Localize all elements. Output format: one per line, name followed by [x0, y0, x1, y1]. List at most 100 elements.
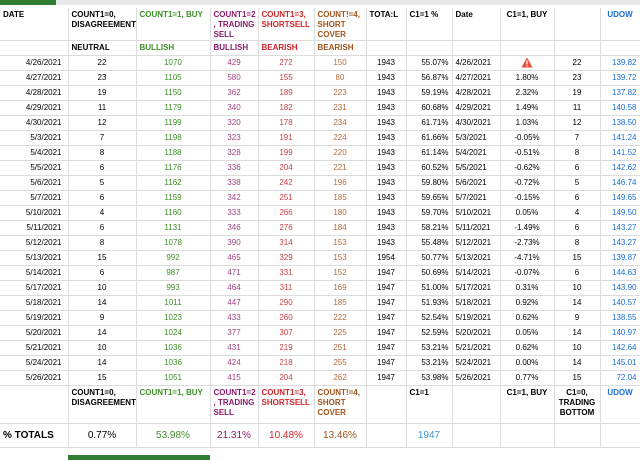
table-row: 4/30/2021 12 1199 320 178 234 1943 61.71% 4/30/2…: [0, 115, 640, 131]
table-row: 5/12/2021 8 1078 390 314 153 1943 55.48% 5/12/20…: [0, 235, 640, 251]
table-row: 5/14/2021 6 987 471 331 152 1947 50.69% 5/14/202…: [0, 265, 640, 281]
footer-blank-2: [366, 385, 407, 424]
cell-udow: 146.74: [600, 175, 640, 191]
cell-date: 5/26/2021: [0, 370, 69, 386]
cell-c1pct: 53.21%: [406, 355, 453, 371]
cell-count3: 331: [258, 265, 315, 281]
cell-c1pct: 56.87%: [406, 70, 453, 86]
cell-date: 5/19/2021: [0, 310, 69, 326]
cell-count4: 255: [314, 355, 367, 371]
subheader-blank-3: [406, 40, 453, 56]
cell-count0-b: 8: [554, 235, 601, 251]
cell-count4: 224: [314, 130, 367, 146]
cell-date: 5/18/2021: [0, 295, 69, 311]
cell-udow: 139.72: [600, 70, 640, 86]
cell-c1pct: 50.69%: [406, 265, 453, 281]
cell-c1pct: 53.98%: [406, 370, 453, 386]
cell-date: 4/26/2021: [0, 55, 69, 71]
cell-count0: 4: [68, 205, 137, 221]
cell-udow: 149.65: [600, 190, 640, 206]
cell-count0-b: 19: [554, 85, 601, 101]
cell-count2: 338: [210, 175, 259, 191]
cell-count4: 234: [314, 115, 367, 131]
cell-c1pct: 55.07%: [406, 55, 453, 71]
cell-udow: 137.82: [600, 85, 640, 101]
cell-count2: 346: [210, 220, 259, 236]
cell-total: 1943: [366, 160, 407, 176]
cell-count3: 314: [258, 235, 315, 251]
cell-c1pct: 52.59%: [406, 325, 453, 341]
cell-c1buy: [500, 55, 555, 71]
cell-c1pct: 59.65%: [406, 190, 453, 206]
cell-total: 1947: [366, 355, 407, 371]
cell-date2: 5/17/2021: [452, 280, 501, 296]
footer-count3: COUNT1=3, SHORTSELL: [258, 385, 315, 424]
footer-count1: COUNT1=1, BUY: [136, 385, 211, 424]
cell-count2: 328: [210, 145, 259, 161]
cell-total: 1943: [366, 85, 407, 101]
table-row: 5/6/2021 5 1162 338 242 196 1943 59.80% 5/6/2021…: [0, 175, 640, 191]
cell-udow: 143.27: [600, 220, 640, 236]
cell-udow: 72.04: [600, 370, 640, 386]
cell-count3: 266: [258, 205, 315, 221]
cell-c1pct: 53.21%: [406, 340, 453, 356]
cell-count3: 199: [258, 145, 315, 161]
totals-count1: 53.98%: [136, 423, 211, 448]
cell-date: 5/11/2021: [0, 220, 69, 236]
cell-count1: 1023: [136, 310, 211, 326]
cell-count1: 1159: [136, 190, 211, 206]
header-blank: [554, 8, 601, 41]
cell-count3: 272: [258, 55, 315, 71]
cell-count1: 1160: [136, 205, 211, 221]
cell-udow: 138.50: [600, 115, 640, 131]
footer-blank-1: [0, 385, 69, 424]
cell-date2: 4/29/2021: [452, 100, 501, 116]
table-row: 5/11/2021 6 1131 346 276 184 1943 58.21% 5/11/20…: [0, 220, 640, 236]
cell-count2: 336: [210, 160, 259, 176]
totals-blank-5: [600, 423, 640, 448]
cell-count1: 992: [136, 250, 211, 266]
cell-count4: 153: [314, 250, 367, 266]
cell-c1buy: 1.03%: [500, 115, 555, 131]
warning-triangle-icon: [521, 57, 533, 68]
cell-c1buy: 1.80%: [500, 70, 555, 86]
cell-total: 1943: [366, 220, 407, 236]
cell-date2: 5/7/2021: [452, 190, 501, 206]
data-table: DATE COUNT1=0, DISAGREEMENT COUNT1=1, BU…: [0, 8, 640, 448]
cell-count0: 10: [68, 340, 137, 356]
cell-date: 5/7/2021: [0, 190, 69, 206]
cell-c1buy: -1.49%: [500, 220, 555, 236]
cell-count0: 14: [68, 295, 137, 311]
cell-date2: 5/14/2021: [452, 265, 501, 281]
cell-count3: 155: [258, 70, 315, 86]
cell-count3: 204: [258, 370, 315, 386]
cell-count0-b: 11: [554, 100, 601, 116]
cell-count0: 6: [68, 190, 137, 206]
cell-c1buy: 0.62%: [500, 310, 555, 326]
cell-count1: 987: [136, 265, 211, 281]
cell-count4: 231: [314, 100, 367, 116]
cell-c1buy: 0.05%: [500, 205, 555, 221]
cell-c1buy: -2.73%: [500, 235, 555, 251]
cell-date2: 4/30/2021: [452, 115, 501, 131]
footer-udow: UDOW: [600, 385, 640, 424]
cell-count0-b: 9: [554, 310, 601, 326]
cell-count3: 242: [258, 175, 315, 191]
cell-count4: 185: [314, 190, 367, 206]
totals-c1-count: 1947: [406, 423, 453, 448]
cell-date2: 5/12/2021: [452, 235, 501, 251]
totals-blank-1: [366, 423, 407, 448]
cell-total: 1943: [366, 70, 407, 86]
cell-total: 1947: [366, 280, 407, 296]
cell-count2: 431: [210, 340, 259, 356]
cell-udow: 138.55: [600, 310, 640, 326]
cell-total: 1947: [366, 265, 407, 281]
header-date2: Date: [452, 8, 501, 41]
cell-udow: 149.50: [600, 205, 640, 221]
cell-date: 5/6/2021: [0, 175, 69, 191]
cell-count4: 251: [314, 340, 367, 356]
cell-date2: 5/19/2021: [452, 310, 501, 326]
cell-count2: 362: [210, 85, 259, 101]
cell-count0: 19: [68, 85, 137, 101]
cell-count4: 80: [314, 70, 367, 86]
